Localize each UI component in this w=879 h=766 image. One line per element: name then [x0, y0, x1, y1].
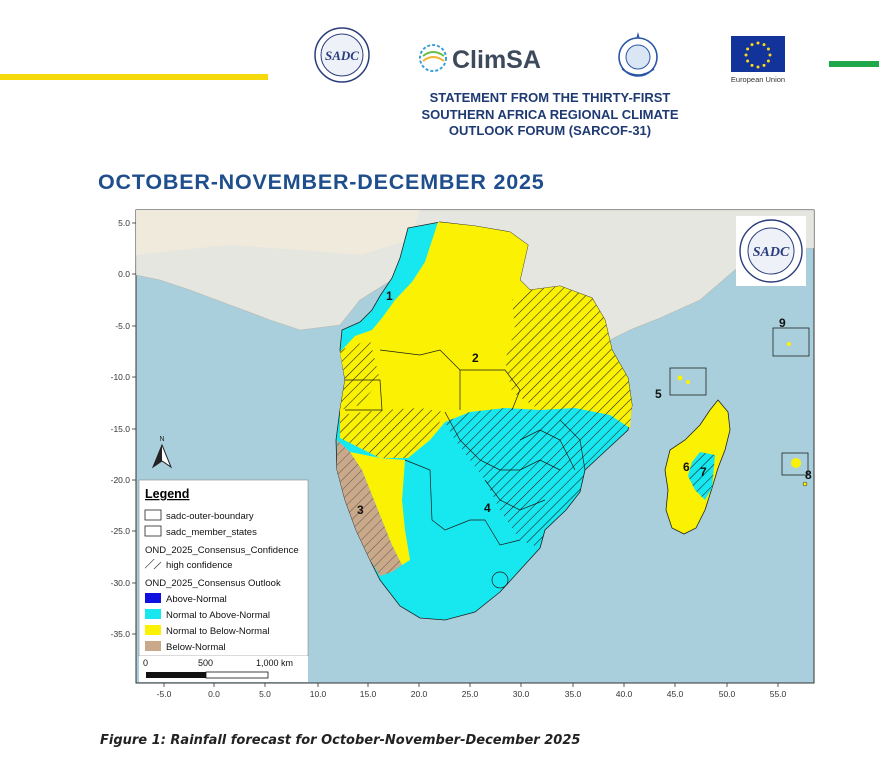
- yellow-header-bar: [0, 74, 268, 80]
- svg-text:-5.0: -5.0: [115, 321, 130, 331]
- climsa-logo: ClimSA: [419, 44, 541, 74]
- svg-text:0: 0: [143, 658, 148, 668]
- svg-text:1,000 km: 1,000 km: [256, 658, 293, 668]
- legend: Legend sadc-outer-boundary sadc_member_s…: [138, 479, 309, 657]
- region-label: 4: [484, 501, 491, 515]
- y-axis: 5.0 0.0 -5.0 -10.0 -15.0 -20.0 -25.0 -30…: [111, 218, 131, 639]
- svg-text:-15.0: -15.0: [111, 424, 131, 434]
- svg-text:-10.0: -10.0: [111, 372, 131, 382]
- region-label: 3: [357, 503, 364, 517]
- region-label: 2: [472, 351, 479, 365]
- region-label: 1: [386, 289, 393, 303]
- legend-item: sadc_member_states: [166, 527, 257, 538]
- region-label: 9: [779, 316, 786, 330]
- legend-group: OND_2025_Consensus Outlook: [145, 578, 281, 589]
- high-confidence-south: [337, 440, 402, 576]
- svg-text:50.0: 50.0: [719, 689, 736, 699]
- seychelles-box: [772, 327, 810, 357]
- svg-text:0.0: 0.0: [118, 269, 130, 279]
- svg-text:-30.0: -30.0: [111, 578, 131, 588]
- high-confidence-southeast: [445, 408, 630, 548]
- svg-text:European Union: European Union: [731, 75, 785, 84]
- high-confidence-center: [340, 408, 445, 458]
- region-label: 5: [655, 387, 662, 401]
- svg-text:20.0: 20.0: [411, 689, 428, 699]
- mauritius-box: [781, 452, 809, 476]
- statement-line: SOUTHERN AFRICA REGIONAL CLIMATE: [421, 106, 679, 122]
- svg-text:55.0: 55.0: [770, 689, 787, 699]
- statement-line: OUTLOOK FORUM (SARCOF-31): [448, 123, 652, 138]
- svg-text:-35.0: -35.0: [111, 629, 131, 639]
- svg-text:35.0: 35.0: [565, 689, 582, 699]
- svg-text:N: N: [159, 436, 164, 443]
- scale-bar: 0 500 1,000 km: [139, 656, 308, 682]
- high-confidence-west: [340, 340, 380, 410]
- svg-text:10.0: 10.0: [310, 689, 327, 699]
- legend-title: Legend: [145, 487, 189, 501]
- svg-text:30.0: 30.0: [513, 689, 530, 699]
- region-label: 6: [683, 460, 690, 474]
- legend-item: Above-Normal: [166, 594, 227, 605]
- svg-text:-5.0: -5.0: [157, 689, 172, 699]
- sadc-inset-logo: SADC: [753, 245, 790, 260]
- eu-flag-logo: European Union: [731, 36, 785, 84]
- region-label: 8: [805, 468, 812, 482]
- legend-group: OND_2025_Consensus_Confidence: [145, 545, 299, 556]
- statement-heading: STATEMENT FROM THE THIRTY-FIRST SOUTHERN…: [360, 90, 740, 140]
- figure-caption: Figure 1: Rainfall forecast for October-…: [100, 733, 581, 748]
- page-title: OCTOBER-NOVEMBER-DECEMBER 2025: [98, 170, 545, 194]
- svg-text:ClimSA: ClimSA: [452, 46, 541, 74]
- legend-item: Below-Normal: [166, 642, 226, 653]
- svg-text:0.0: 0.0: [208, 689, 220, 699]
- region-label: 7: [700, 465, 707, 479]
- svg-text:40.0: 40.0: [616, 689, 633, 699]
- north-arrow: N: [151, 436, 173, 469]
- legend-item: high confidence: [166, 560, 233, 571]
- rainfall-forecast-map: 1 2 3 4 5 6 7 8 9 SADC N Legend sadc-out…: [111, 209, 815, 699]
- svg-text:-25.0: -25.0: [111, 526, 131, 536]
- green-header-bar: [829, 61, 879, 67]
- high-confidence-north: [505, 286, 632, 428]
- statement-line: STATEMENT FROM THE THIRTY-FIRST: [429, 90, 671, 105]
- svg-text:5.0: 5.0: [118, 218, 130, 228]
- svg-text:15.0: 15.0: [360, 689, 377, 699]
- legend-item: Normal to Above-Normal: [166, 610, 270, 621]
- legend-item: sadc-outer-boundary: [166, 511, 254, 522]
- svg-text:500: 500: [198, 658, 213, 668]
- legend-item: Normal to Below-Normal: [166, 626, 269, 637]
- svg-text:SADC: SADC: [325, 48, 359, 63]
- svg-text:-20.0: -20.0: [111, 475, 131, 485]
- comoros-box: [669, 367, 707, 396]
- svg-text:5.0: 5.0: [259, 689, 271, 699]
- wmo-logo: [618, 32, 658, 77]
- x-axis: -5.0 0.0 5.0 10.0 15.0 20.0 25.0 30.0 35…: [157, 689, 787, 699]
- sadc-logo: SADC: [314, 27, 370, 83]
- svg-text:25.0: 25.0: [462, 689, 479, 699]
- svg-text:45.0: 45.0: [667, 689, 684, 699]
